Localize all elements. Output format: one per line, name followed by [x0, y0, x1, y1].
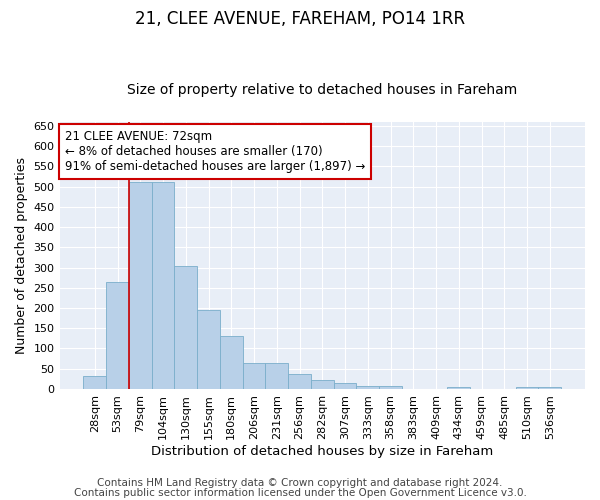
Title: Size of property relative to detached houses in Fareham: Size of property relative to detached ho…	[127, 83, 517, 97]
Bar	[175, 266, 197, 389]
Bar	[152, 182, 175, 389]
Bar	[448, 387, 470, 389]
Text: 21 CLEE AVENUE: 72sqm
← 8% of detached houses are smaller (170)
91% of semi-deta: 21 CLEE AVENUE: 72sqm ← 8% of detached h…	[65, 130, 365, 173]
Bar	[220, 336, 242, 389]
Y-axis label: Number of detached properties: Number of detached properties	[15, 157, 28, 354]
Bar	[334, 383, 356, 389]
Bar	[538, 387, 561, 389]
Bar	[515, 387, 538, 389]
Bar	[379, 386, 402, 389]
Bar	[83, 376, 106, 389]
Text: Contains HM Land Registry data © Crown copyright and database right 2024.: Contains HM Land Registry data © Crown c…	[97, 478, 503, 488]
Bar	[356, 386, 379, 389]
Text: 21, CLEE AVENUE, FAREHAM, PO14 1RR: 21, CLEE AVENUE, FAREHAM, PO14 1RR	[135, 10, 465, 28]
Bar	[129, 182, 152, 389]
Bar	[106, 282, 129, 389]
X-axis label: Distribution of detached houses by size in Fareham: Distribution of detached houses by size …	[151, 444, 493, 458]
Bar	[197, 310, 220, 389]
Text: Contains public sector information licensed under the Open Government Licence v3: Contains public sector information licen…	[74, 488, 526, 498]
Bar	[311, 380, 334, 389]
Bar	[288, 374, 311, 389]
Bar	[265, 362, 288, 389]
Bar	[242, 362, 265, 389]
